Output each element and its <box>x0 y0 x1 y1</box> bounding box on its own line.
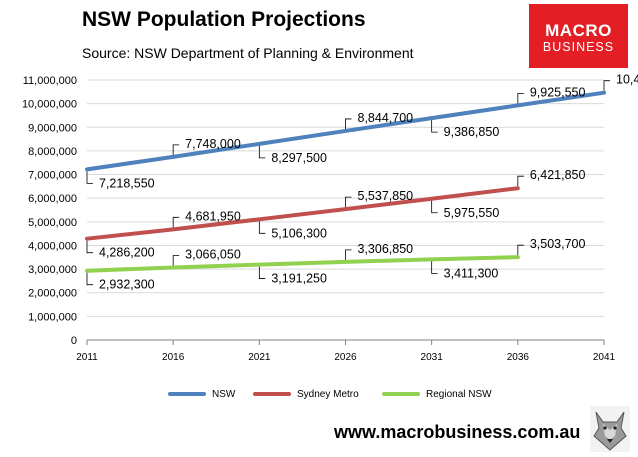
data-label: 5,975,550 <box>444 206 500 220</box>
legend-item-regional-nsw: Regional NSW <box>382 386 492 402</box>
x-tick-label: 2021 <box>248 352 271 363</box>
chart-title: NSW Population Projections <box>82 8 366 31</box>
data-label-leader <box>258 221 266 234</box>
macrobusiness-logo: MACRO BUSINESS <box>529 4 628 68</box>
series-line-nsw <box>85 90 606 172</box>
data-label: 3,411,300 <box>444 266 499 280</box>
x-tick-label: 2016 <box>162 352 185 363</box>
data-label-leader <box>431 200 438 214</box>
data-label: 3,503,700 <box>530 237 586 251</box>
data-label-leader <box>86 240 93 254</box>
x-tick-label: 2036 <box>507 352 530 363</box>
legend-swatch-nsw <box>168 392 206 396</box>
data-label-leader <box>172 144 180 155</box>
data-label: 5,537,850 <box>358 189 414 203</box>
data-label: 7,218,550 <box>99 176 155 190</box>
data-label: 5,106,300 <box>271 226 327 240</box>
data-label-leader <box>517 92 524 104</box>
y-tick-label: 2,000,000 <box>28 288 77 300</box>
legend-swatch-regional-nsw <box>382 392 420 396</box>
legend-item-sydney-metro: Sydney Metro <box>253 386 359 402</box>
data-label: 7,748,000 <box>185 137 241 151</box>
x-tick-label: 2031 <box>421 352 444 363</box>
y-tick-label: 7,000,000 <box>28 170 77 182</box>
data-label: 3,066,050 <box>185 248 241 262</box>
y-tick-label: 11,000,000 <box>23 75 77 87</box>
data-label-leader <box>86 272 93 286</box>
data-label-leader <box>431 120 438 133</box>
data-label-leader <box>517 175 524 187</box>
data-label-leader <box>345 196 352 208</box>
data-label: 3,306,850 <box>358 242 414 256</box>
data-label: 4,681,950 <box>185 209 241 223</box>
x-tick-label: 2011 <box>76 352 98 363</box>
legend-label-regional-nsw: Regional NSW <box>426 388 492 400</box>
chart-legend: NSW Sydney Metro Regional NSW <box>0 386 638 406</box>
y-tick-label: 6,000,000 <box>28 193 77 205</box>
y-tick-label: 3,000,000 <box>28 264 77 276</box>
data-label: 9,925,550 <box>530 85 586 99</box>
data-label-leader <box>517 244 524 256</box>
y-tick-label: 0 <box>71 335 77 347</box>
data-label-leader <box>345 249 352 260</box>
data-label-leader <box>86 171 93 184</box>
y-tick-label: 10,000,000 <box>22 99 77 111</box>
legend-label-nsw: NSW <box>212 388 236 400</box>
line-chart: 0 1,000,000 2,000,000 3,000,000 4,000,000 5,0… <box>22 73 638 363</box>
chart-subtitle: Source: NSW Department of Planning & Env… <box>82 45 414 61</box>
data-label: 8,297,500 <box>271 151 327 165</box>
y-tick-label: 1,000,000 <box>28 311 77 323</box>
logo-line-2: BUSINESS <box>542 40 615 54</box>
x-tick-label: 2041 <box>593 352 616 363</box>
series-line-regional-nsw <box>85 255 520 273</box>
y-tick-label: 8,000,000 <box>28 146 77 158</box>
legend-item-nsw: NSW <box>168 386 235 402</box>
data-label: 10,463,900 <box>616 73 638 87</box>
data-label: 2,932,300 <box>99 278 155 292</box>
series-line-sydney-metro <box>85 186 520 241</box>
data-label-leader <box>258 266 266 279</box>
data-label-leader <box>345 118 352 129</box>
x-tick-label: 2026 <box>334 352 357 363</box>
data-label-leader <box>258 145 266 159</box>
data-label-leader <box>172 216 180 228</box>
legend-swatch-sydney-metro <box>253 392 291 396</box>
logo-line-1: MACRO <box>545 21 612 40</box>
legend-label-sydney-metro: Sydney Metro <box>297 388 359 400</box>
data-label: 9,386,850 <box>444 125 500 139</box>
y-tick-label: 5,000,000 <box>28 217 77 229</box>
data-label-leader <box>431 261 438 274</box>
footer-url: www.macrobusiness.com.au <box>334 422 581 442</box>
data-label: 4,286,200 <box>99 246 155 260</box>
data-label: 3,191,250 <box>271 272 327 286</box>
data-label-leader <box>603 80 610 91</box>
data-label: 8,844,700 <box>358 111 414 125</box>
y-tick-label: 9,000,000 <box>28 122 77 134</box>
y-tick-label: 4,000,000 <box>28 240 77 252</box>
wolf-mascot-icon <box>590 406 630 452</box>
data-label: 6,421,850 <box>530 168 586 182</box>
data-label-leader <box>172 255 180 266</box>
